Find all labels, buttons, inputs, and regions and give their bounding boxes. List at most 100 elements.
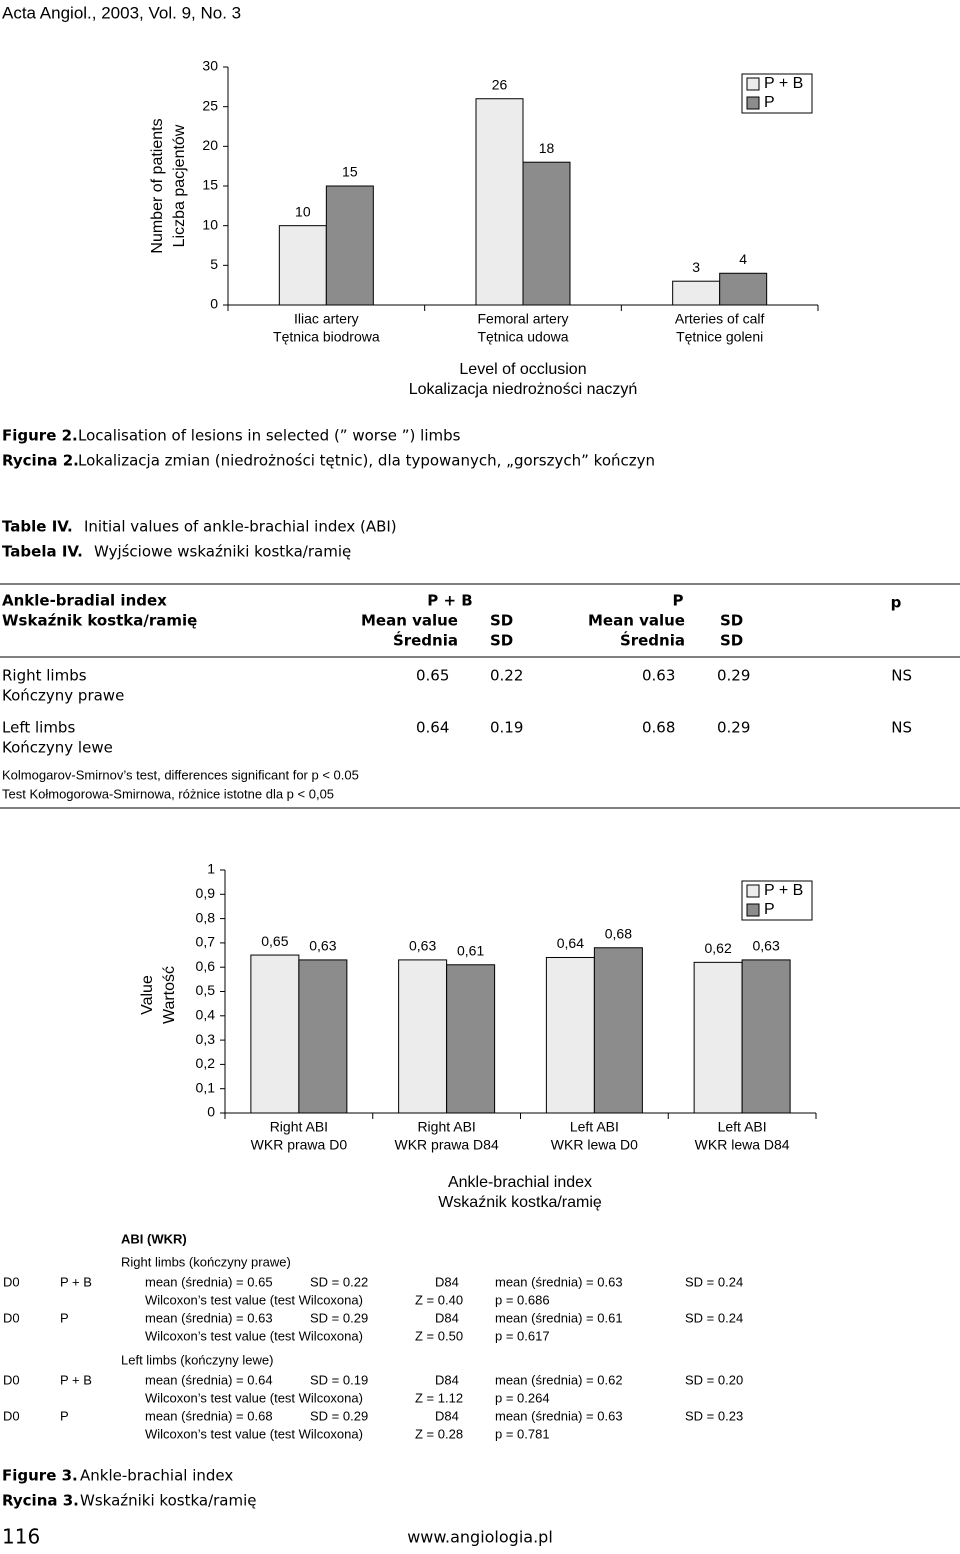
data-label: 10 (295, 203, 311, 219)
y-tick-label: 20 (202, 137, 218, 153)
caption-text: Localisation of lesions in selected (” w… (78, 427, 461, 445)
data-label: 0,63 (753, 938, 780, 954)
stats-cell: D0 (3, 1372, 20, 1387)
stats-cell: mean (średnia) = 0.63 (145, 1310, 273, 1325)
stats-cell: D84 (435, 1372, 459, 1387)
caption-text: Wyjściowe wskaźniki kostka/ramię (94, 543, 351, 561)
x-tick-label: Arteries of calf (675, 311, 765, 327)
legend-label: P + B (764, 882, 803, 899)
stats-cell: SD = 0.20 (685, 1372, 743, 1387)
y-tick-label: 0,9 (196, 885, 216, 901)
bar (398, 959, 448, 1114)
y-tick-label: 0,8 (196, 909, 216, 925)
page-number: 116 (2, 1525, 40, 1549)
stats-cell: Z = 0.40 (415, 1292, 463, 1307)
data-label: 0,62 (705, 940, 732, 956)
data-label: 4 (739, 251, 747, 267)
x-tick-label: Tętnica udowa (477, 329, 568, 345)
stats-heading: Left limbs (kończyny lewe) (121, 1352, 273, 1367)
table-header: Ankle-bradial index (2, 592, 167, 610)
x-tick-label: Tętnice goleni (676, 329, 763, 345)
bar (250, 954, 300, 1114)
bar (593, 947, 643, 1114)
stats-cell: Wilcoxon’s test value (test Wilcoxona) (145, 1426, 363, 1441)
caption-label: Rycina 3. (2, 1492, 79, 1510)
stats-cell: Z = 1.12 (415, 1390, 463, 1405)
row-label: Kończyny lewe (2, 739, 113, 757)
stats-cell: SD = 0.29 (310, 1310, 368, 1325)
stats-cell: Z = 0.50 (415, 1328, 463, 1343)
table-cell: 0.29 (717, 667, 750, 685)
x-tick-label: Right ABI (417, 1119, 475, 1135)
y-axis-title: Liczba pacjentów (171, 124, 188, 247)
y-tick-label: 0,4 (196, 1007, 216, 1023)
x-axis-title: Lokalizacja niedrożności naczyń (409, 381, 638, 398)
table-note: Kolmogarov-Smirnov’s test, differences s… (2, 767, 359, 782)
y-tick-label: 0,5 (196, 982, 216, 998)
data-label: 0,65 (261, 933, 288, 949)
legend-swatch (746, 96, 760, 110)
bar (741, 959, 791, 1114)
bar (719, 272, 768, 306)
y-axis-title: Value (139, 975, 156, 1015)
y-tick-label: 0 (210, 296, 218, 312)
x-tick-label: WKR lewa D0 (551, 1137, 638, 1153)
y-axis-title: Number of patients (149, 118, 166, 253)
y-tick-label: 0,7 (196, 934, 216, 950)
table-header: Mean value (361, 612, 458, 630)
stats-cell: Wilcoxon’s test value (test Wilcoxona) (145, 1292, 363, 1307)
stats-cell: SD = 0.29 (310, 1408, 368, 1423)
legend-swatch (746, 903, 760, 917)
stats-cell: mean (średnia) = 0.68 (145, 1408, 273, 1423)
data-label: 3 (692, 259, 700, 275)
row-label: Right limbs (2, 667, 87, 685)
y-tick-label: 30 (202, 58, 218, 74)
table-header: p (891, 594, 902, 612)
legend-swatch (746, 884, 760, 898)
table-cell: 0.64 (416, 719, 449, 737)
table-cell: 0.68 (642, 719, 675, 737)
stats-cell: mean (średnia) = 0.63 (495, 1274, 623, 1289)
caption-label: Figure 2. (2, 427, 78, 445)
stats-cell: D84 (435, 1408, 459, 1423)
stats-cell: mean (średnia) = 0.63 (495, 1408, 623, 1423)
data-label: 0,68 (605, 925, 632, 941)
table-header: Mean value (588, 612, 685, 630)
x-tick-label: Left ABI (718, 1119, 767, 1135)
row-label: Kończyny prawe (2, 687, 124, 705)
stats-cell: Wilcoxon’s test value (test Wilcoxona) (145, 1328, 363, 1343)
stats-cell: D0 (3, 1310, 20, 1325)
stats-cell: SD = 0.24 (685, 1310, 743, 1325)
stats-cell: SD = 0.24 (685, 1274, 743, 1289)
stats-cell: P + B (60, 1274, 92, 1289)
x-tick-label: Left ABI (570, 1119, 619, 1135)
x-tick-label: Right ABI (270, 1119, 328, 1135)
bar (545, 956, 595, 1114)
table-cell: NS (891, 667, 912, 685)
table-header: P (673, 592, 684, 610)
table-header: Wskaźnik kostka/ramię (2, 612, 197, 630)
stats-cell: p = 0.686 (495, 1292, 550, 1307)
table-header: SD (490, 632, 513, 650)
legend-label: P (764, 94, 775, 111)
y-tick-label: 0 (207, 1104, 215, 1120)
stats-cell: P + B (60, 1372, 92, 1387)
table-cell: 0.29 (717, 719, 750, 737)
table-header: Średnia (620, 631, 685, 650)
x-tick-label: WKR prawa D84 (394, 1137, 498, 1153)
stats-cell: Z = 0.28 (415, 1426, 463, 1441)
y-tick-label: 5 (210, 256, 218, 272)
stats-cell: D0 (3, 1274, 20, 1289)
legend-swatch (746, 77, 760, 91)
bar (446, 964, 496, 1114)
y-tick-label: 0,6 (196, 958, 216, 974)
stats-cell: p = 0.617 (495, 1328, 550, 1343)
stats-cell: P (60, 1408, 69, 1423)
x-tick-label: Tętnica biodrowa (273, 329, 380, 345)
y-tick-label: 10 (202, 216, 218, 232)
stats-cell: D84 (435, 1310, 459, 1325)
caption-label: Figure 3. (2, 1467, 78, 1485)
data-label: 0,64 (557, 935, 584, 951)
